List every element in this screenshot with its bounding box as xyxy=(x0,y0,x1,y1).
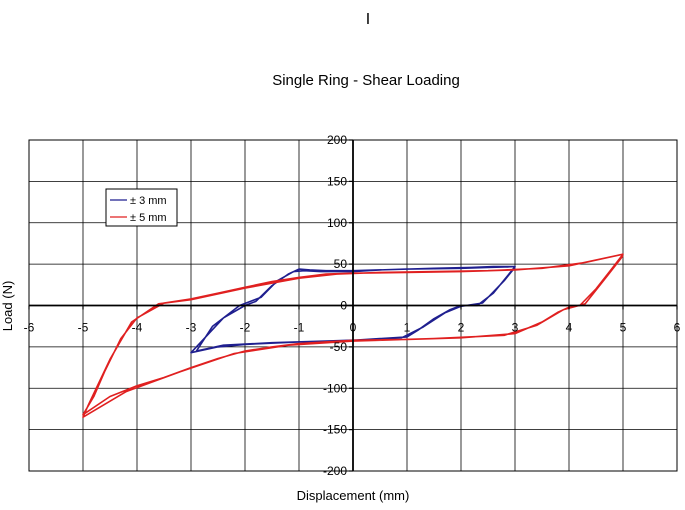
y-tick-label: -50 xyxy=(330,340,348,354)
tick-labels: -6 -5 -4 -3 -2 -1 0 1 2 3 4 5 6200150100500-50-100-1… xyxy=(24,133,681,478)
x-tick-label: -5 xyxy=(78,321,89,335)
x-tick-label: 5 xyxy=(620,321,627,335)
y-tick-label: 200 xyxy=(327,133,347,147)
x-tick-label: 0 xyxy=(350,321,357,335)
y-tick-label: 100 xyxy=(327,216,347,230)
legend-box xyxy=(105,188,178,227)
y-tick-label: 0 xyxy=(340,299,347,313)
x-tick-label: -3 xyxy=(186,321,197,335)
y-tick-label: 150 xyxy=(327,174,347,188)
x-axis-label: Displacement (mm) xyxy=(297,488,410,503)
legend-label-3mm: ± 3 mm xyxy=(130,195,167,207)
x-tick-label: 4 xyxy=(566,321,573,335)
legend-label-5mm: ± 5 mm xyxy=(130,212,167,224)
x-tick-label: 2 xyxy=(458,321,465,335)
x-tick-label: 3 xyxy=(512,321,519,335)
chart-title: Single Ring - Shear Loading xyxy=(272,72,460,89)
y-tick-label: -200 xyxy=(323,464,347,478)
top-mark: I xyxy=(366,11,370,28)
x-tick-label: -6 xyxy=(24,321,35,335)
x-tick-label: -4 xyxy=(132,321,143,335)
series-line-1 xyxy=(82,253,624,418)
x-tick-label: -1 xyxy=(294,321,305,335)
y-tick-label: 50 xyxy=(334,257,348,271)
series-line-0 xyxy=(190,265,516,354)
y-tick-label: -150 xyxy=(323,423,347,437)
y-axis-label: Load (N) xyxy=(0,281,15,332)
x-tick-label: 6 xyxy=(674,321,681,335)
x-tick-label: -2 xyxy=(240,321,251,335)
axes xyxy=(28,139,678,472)
y-tick-label: -100 xyxy=(323,381,347,395)
legend: ± 3 mm ± 5 mm xyxy=(105,188,178,227)
series-layer xyxy=(82,253,624,418)
x-tick-label: 1 xyxy=(404,321,411,335)
